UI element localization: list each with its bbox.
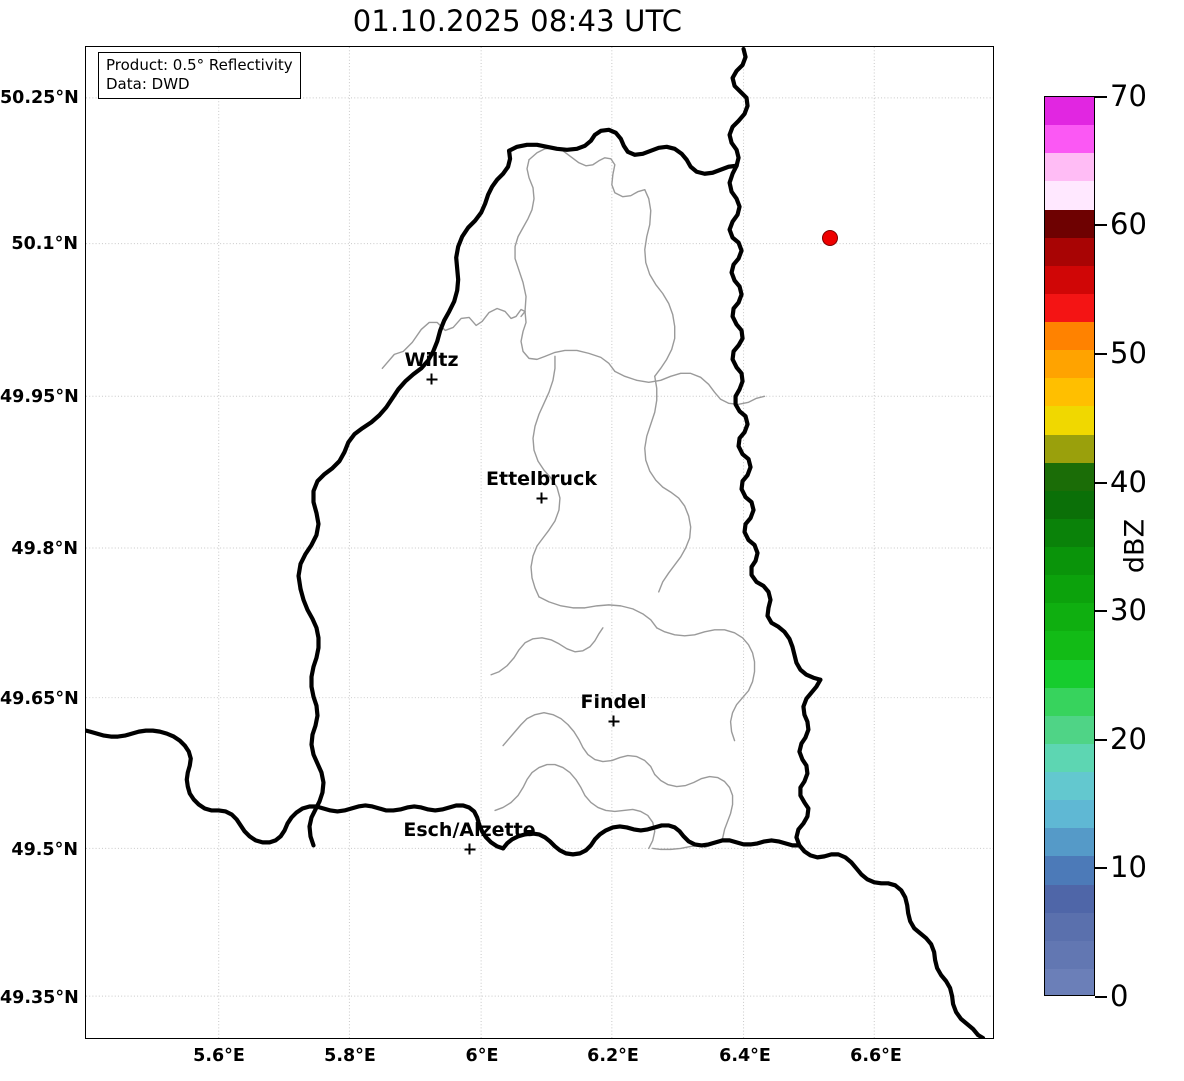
internal-boundaries [381, 147, 766, 851]
radar-map-plot[interactable]: Product: 0.5° Reflectivity Data: DWD Wil… [85, 46, 994, 1039]
city-cross-icon [464, 843, 475, 855]
colorbar-tick-label: 60 [1110, 207, 1147, 241]
colorbar-band [1045, 968, 1094, 995]
info-product-line: Product: 0.5° Reflectivity [106, 56, 293, 74]
y-tick-label: 49.5°N [11, 840, 78, 860]
y-tick-label: 49.8°N [11, 539, 78, 559]
colorbar-band [1045, 237, 1094, 266]
y-tick-label: 50.1°N [11, 234, 78, 254]
city-label: Esch/Alzette [403, 819, 536, 841]
colorbar-band [1045, 856, 1094, 885]
colorbar-tick [1095, 224, 1107, 226]
product-info-box: Product: 0.5° Reflectivity Data: DWD [98, 52, 301, 100]
colorbar [1044, 96, 1095, 996]
colorbar-band [1045, 153, 1094, 182]
colorbar-unit-label: dBZ [1119, 518, 1151, 574]
y-tick-label: 49.35°N [0, 988, 79, 1008]
colorbar-gradient [1044, 96, 1095, 996]
colorbar-band [1045, 743, 1094, 772]
colorbar-band [1045, 800, 1094, 829]
border-southeast-tail [975, 1032, 986, 1038]
x-tick-label: 6.6°E [850, 1046, 902, 1066]
colorbar-tick-label: 20 [1110, 722, 1147, 756]
colorbar-band [1045, 547, 1094, 576]
colorbar-band [1045, 490, 1094, 519]
colorbar-tick [1095, 610, 1107, 612]
x-tick-label: 6°E [465, 1046, 499, 1066]
colorbar-band [1045, 772, 1094, 801]
colorbar-tick-label: 0 [1110, 979, 1129, 1013]
map-svg [86, 47, 993, 1038]
city-marker-wiltz[interactable]: Wiltz [404, 349, 459, 385]
colorbar-band [1045, 575, 1094, 604]
city-label: Ettelbruck [486, 468, 597, 490]
colorbar-band [1045, 378, 1094, 407]
colorbar-band [1045, 434, 1094, 463]
colorbar-tick [1095, 996, 1107, 998]
page-title: 01.10.2025 08:43 UTC [352, 4, 683, 38]
colorbar-tick [1095, 482, 1107, 484]
x-tick-label: 6.4°E [719, 1046, 771, 1066]
city-cross-icon [426, 373, 437, 385]
info-data-line: Data: DWD [106, 75, 190, 94]
colorbar-tick [1095, 96, 1107, 98]
colorbar-band [1045, 631, 1094, 660]
colorbar-band [1045, 518, 1094, 547]
national-border [86, 47, 981, 1038]
colorbar-band [1045, 828, 1094, 857]
y-tick-label: 49.95°N [0, 387, 79, 407]
y-tick-label: 50.25°N [0, 88, 79, 108]
colorbar-band [1045, 209, 1094, 238]
colorbar-band [1045, 406, 1094, 435]
x-tick-label: 5.8°E [324, 1046, 376, 1066]
colorbar-tick-label: 40 [1110, 465, 1147, 499]
city-marker-ettelbruck[interactable]: Ettelbruck [486, 468, 597, 504]
colorbar-tick-label: 50 [1110, 336, 1147, 370]
colorbar-tick [1095, 739, 1107, 741]
colorbar-tick-label: 10 [1110, 850, 1147, 884]
colorbar-band [1045, 97, 1094, 126]
colorbar-band [1045, 265, 1094, 294]
colorbar-band [1045, 322, 1094, 351]
city-cross-icon [536, 492, 547, 504]
colorbar-band [1045, 940, 1094, 969]
city-cross-icon [608, 715, 619, 727]
colorbar-tick [1095, 867, 1107, 869]
city-label: Wiltz [404, 349, 459, 371]
colorbar-band [1045, 125, 1094, 154]
colorbar-band [1045, 715, 1094, 744]
colorbar-tick-label: 70 [1110, 79, 1147, 113]
city-marker-esch-alzette[interactable]: Esch/Alzette [403, 819, 536, 855]
x-tick-label: 5.6°E [193, 1046, 245, 1066]
colorbar-band [1045, 293, 1094, 322]
colorbar-band [1045, 659, 1094, 688]
colorbar-tick [1095, 353, 1107, 355]
city-marker-findel[interactable]: Findel [580, 691, 647, 727]
colorbar-band [1045, 181, 1094, 210]
colorbar-band [1045, 687, 1094, 716]
x-tick-label: 6.2°E [587, 1046, 639, 1066]
map-gridlines [86, 47, 993, 1038]
colorbar-band [1045, 350, 1094, 379]
city-label: Findel [580, 691, 647, 713]
colorbar-band [1045, 603, 1094, 632]
colorbar-tick-label: 30 [1110, 593, 1147, 627]
radar-echo [822, 230, 838, 246]
y-tick-label: 49.65°N [0, 689, 79, 709]
colorbar-band [1045, 884, 1094, 913]
colorbar-band [1045, 912, 1094, 941]
colorbar-band [1045, 462, 1094, 491]
